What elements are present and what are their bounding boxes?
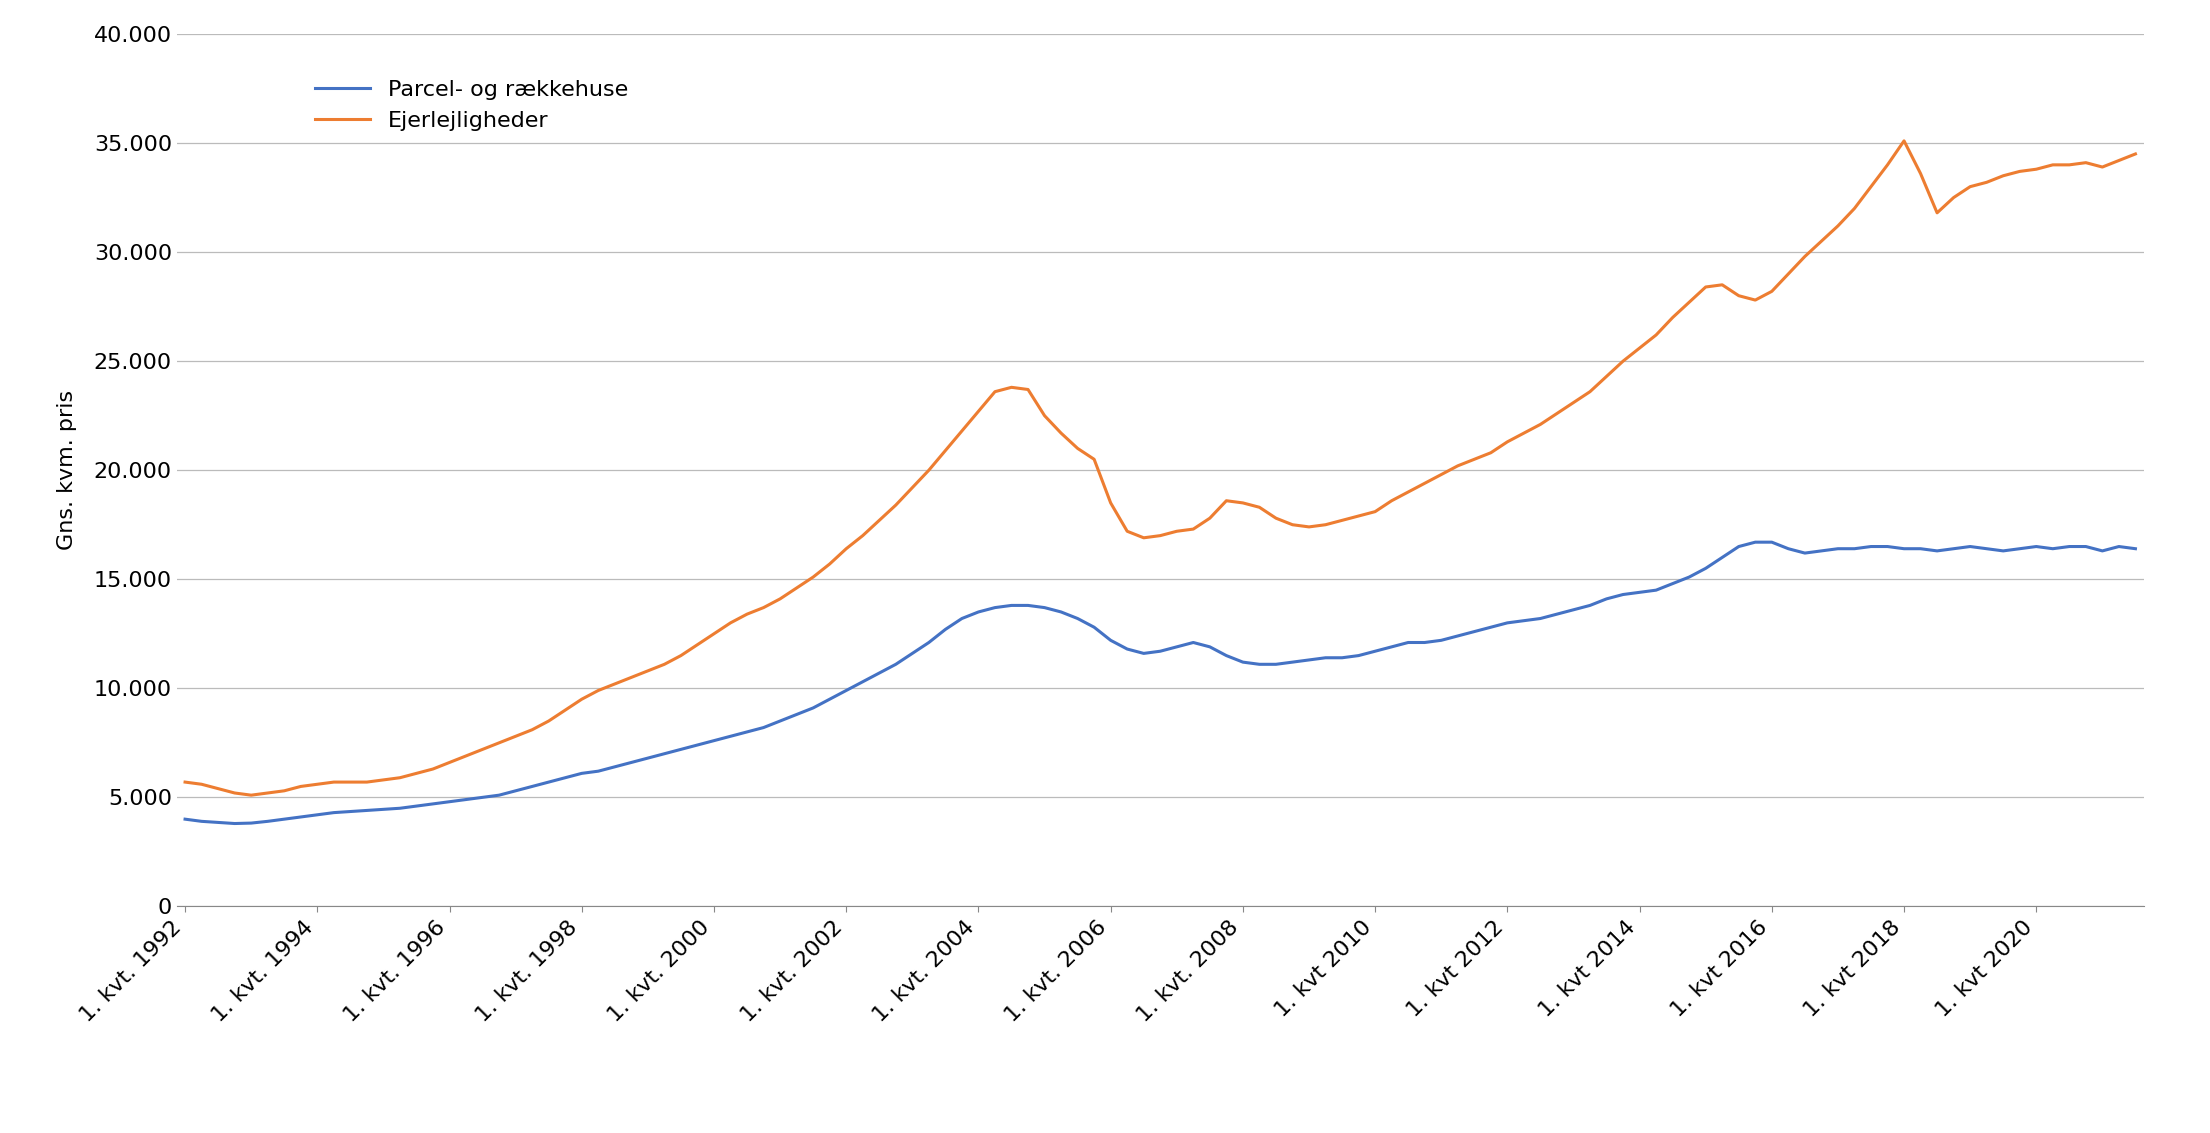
Parcel- og rækkehuse [1741, 536, 1768, 550]
Parcel- og rækkehuse [1874, 539, 1901, 553]
Ejerlejligheder [1892, 134, 1918, 147]
Ejerlejligheder [239, 789, 265, 802]
Line: Ejerlejligheder: Ejerlejligheder [186, 140, 2135, 795]
Ejerlejligheder [172, 775, 199, 789]
Ejerlejligheder [1859, 180, 1885, 194]
Parcel- og rækkehuse [1328, 651, 1355, 665]
Ejerlejligheder [2122, 147, 2148, 161]
Ejerlejligheder [586, 683, 612, 697]
Parcel- og rækkehuse [586, 765, 612, 778]
Ejerlejligheder [1759, 284, 1786, 298]
Parcel- og rækkehuse [1775, 542, 1801, 555]
Parcel- og rækkehuse [1609, 588, 1635, 602]
Ejerlejligheder [1328, 513, 1355, 527]
Ejerlejligheder [800, 570, 827, 583]
Parcel- og rækkehuse [172, 812, 199, 826]
Parcel- og rækkehuse [2122, 542, 2148, 555]
Legend: Parcel- og rækkehuse, Ejerlejligheder: Parcel- og rækkehuse, Ejerlejligheder [305, 71, 636, 140]
Y-axis label: Gns. kvm. pris: Gns. kvm. pris [57, 390, 77, 551]
Ejerlejligheder [1609, 355, 1635, 368]
Parcel- og rækkehuse [221, 817, 248, 830]
Parcel- og rækkehuse [800, 701, 827, 715]
Line: Parcel- og rækkehuse: Parcel- og rækkehuse [186, 543, 2135, 824]
